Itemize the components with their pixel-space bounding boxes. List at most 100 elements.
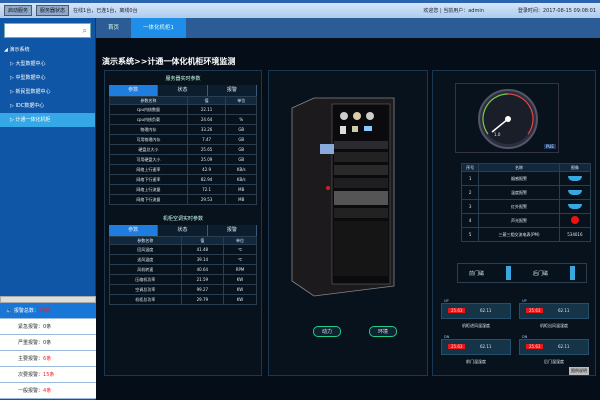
table-cell: cpu内核数量 [109,104,188,115]
tab-alarm[interactable]: 报警 [208,85,257,96]
table-row: 硬盘总大小 25.65 GB [109,144,257,155]
widget-tag: UP [522,299,527,303]
alarm-item[interactable]: 次要报警：15条 [0,367,96,383]
legend-button[interactable]: 图例说明 [569,367,589,375]
col-header: 单位 [225,96,257,105]
table-cell: 声光报警 [478,213,560,228]
start-service-button[interactable]: 启动服务 [4,5,33,16]
horizontal-scrollbar[interactable] [0,296,96,303]
col-header: 序号 [460,163,480,172]
alarm-total[interactable]: 🔈 报警总数：25条 [0,303,96,319]
nav-item[interactable]: ▷ IDC数据中心 [10,103,45,109]
col-header: 名称 [478,163,560,172]
table-cell: 82.94 [186,174,227,185]
nav-item-active[interactable]: ▷ 计通一体化机柜 [0,113,95,127]
nav-label: 大型数据中心 [15,61,46,67]
alarm-count: 25条 [38,308,51,314]
pue-gauge [478,89,538,149]
server-tabs: 参数 状态 报警 [109,85,257,96]
widget-tag: UP [444,299,449,303]
col-header: 参数名称 [109,236,182,245]
tab-params[interactable]: 参数 [109,85,159,96]
nav-label: 中型数据中心 [15,75,46,81]
nav-item[interactable]: ▷ 中型数据中心 [10,75,46,81]
table-cell: 可用物理内存 [109,134,188,145]
sidebar: ⌕ ◢ 演示系统 ▷ 大型数据中心 ▷ 中型数据中心 ▷ 新民型数据中心 ▷ I… [0,18,96,400]
tab-cabinet-1[interactable]: 一体化机柜1 [131,18,187,38]
temp-humidity-widget: DN 25.63 62.11 [441,335,511,355]
widget-tag: DN [444,335,450,339]
table-cell: 7.47 [186,134,227,145]
table-cell [558,185,592,200]
table-row: cpu内核数量 22.11 [109,104,257,115]
ac-params-table: 参数名称 值 单位 回风温度 41.48 ℃ 送风温度 39.14 ℃ 风机转速 40.64 R… [109,236,257,305]
nav-item[interactable]: ▷ 大型数据中心 [10,61,46,67]
table-cell: 送风温度 [109,254,182,265]
table-cell: 29.53 [186,194,227,205]
table-cell: 机柜总功率 [109,294,182,305]
nav-root[interactable]: ◢ 演示系统 [4,47,30,53]
table-cell: RPM [223,264,257,275]
table-row: 网络上行速率 42.9 KB/s [109,164,257,175]
table-cell: KB/s [225,164,257,175]
search-icon[interactable]: ⌕ [82,25,87,35]
sensor-icon [567,175,582,181]
table-row: 4 声光报警 [460,213,592,228]
table-cell: GB [225,134,257,145]
environment-button[interactable]: 环境 [369,326,398,337]
table-cell: 三菱三相交流电表(PM) [478,227,560,242]
top-bar: 启动服务 服务器状态 在线1台，已连1台，离线0台 欢迎您 | 当前用户：adm… [0,0,600,18]
table-row: 物理内存 33.26 GB [109,124,257,135]
widget-caption: 机柜进风温湿度 [462,323,490,328]
table-cell: 网络下行速率 [109,174,188,185]
tab-params[interactable]: 参数 [109,225,159,236]
alarm-light-icon [570,216,579,224]
table-cell: 硬盘总大小 [109,144,188,155]
table-cell: KW [223,274,257,285]
table-cell: % [225,114,257,125]
server-status-button[interactable]: 服务器状态 [36,5,70,16]
tab-alarm[interactable]: 报警 [208,225,257,236]
alarm-count: 0条 [43,340,52,346]
cabinet-panel: 动力 环境 [268,70,428,376]
table-cell: 3 [460,199,480,214]
table-cell [225,104,257,115]
table-cell: 22.11 [186,104,227,115]
table-cell: 534016 [558,227,592,242]
table-row: 2 温度报警 [460,185,592,200]
search-input[interactable]: ⌕ [4,23,91,38]
nav-item[interactable]: ▷ 新民型数据中心 [10,89,51,95]
table-row: 送风温度 39.14 ℃ [109,254,257,265]
pue-label: PUE [544,144,556,149]
alarm-label: 严重报警： [18,340,44,346]
table-cell: 25.65 [186,144,227,155]
table-cell: 1 [460,171,480,186]
front-door-label: 前门磁 [468,270,484,277]
sensor-icon [567,189,582,195]
table-cell: 温度报警 [478,185,560,200]
server-params-table: 参数名称 值 单位 cpu内核数量 22.11 cpu内核负载 24.64% 物理内存 3… [109,96,257,205]
alarm-item[interactable]: 严重报警：0条 [0,335,96,351]
nav-label: IDC数据中心 [15,103,45,109]
temperature-value: 25.63 [448,308,466,313]
table-cell: KW [223,294,257,305]
ac-params-title: 机柜空调实时参数 [162,216,203,222]
alarm-item[interactable]: 一般报警：4条 [0,383,96,399]
cabinet-image [291,97,395,297]
door-status: 前门磁 后门磁 [457,263,587,283]
left-panel: 服务器实时参数 参数 状态 报警 参数名称 值 单位 cpu内核数量 22.11 c… [104,70,262,376]
power-button[interactable]: 动力 [313,326,342,337]
table-cell: 烟感报警 [478,171,560,186]
table-cell: 33.26 [186,124,227,135]
tab-home[interactable]: 首页 [108,25,120,31]
pue-gauge-box: 1.0 PUE [455,83,559,153]
table-cell: 29.79 [180,294,225,305]
table-cell: 空调总功率 [109,284,182,295]
alarm-item[interactable]: 紧急报警：0条 [0,319,96,335]
temperature-value: 25.63 [526,344,544,349]
table-cell: 5 [460,227,480,242]
alarm-item[interactable]: 主要报警：6条 [0,351,96,367]
table-cell: 网络上行流量 [109,184,188,195]
tab-status[interactable]: 状态 [158,85,208,96]
tab-status[interactable]: 状态 [158,225,208,236]
